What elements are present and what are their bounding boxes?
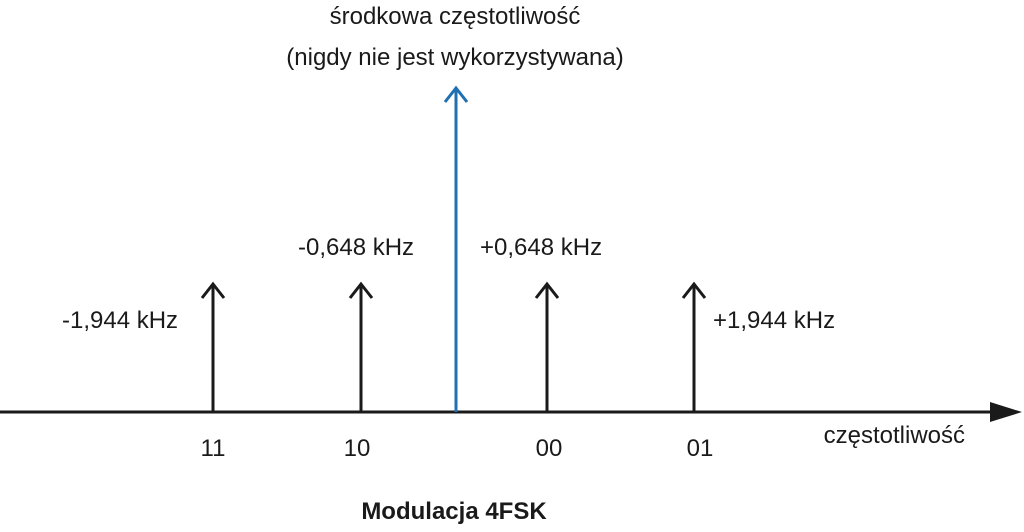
tone-00-symbol-label: 00 xyxy=(536,435,563,462)
tone-10-offset-label: -0,648 kHz xyxy=(298,234,414,261)
center-frequency-label-line1: środkowa częstotliwość xyxy=(330,3,581,30)
center-frequency-arrowhead xyxy=(443,85,469,103)
tone-10-arrowhead xyxy=(348,281,374,299)
tone-01-offset-label: +1,944 kHz xyxy=(713,307,835,334)
frequency-axis-arrowhead xyxy=(990,402,1022,422)
tone-11-offset-label: -1,944 kHz xyxy=(62,307,178,334)
tone-10-symbol-label: 10 xyxy=(344,435,371,462)
frequency-axis-label: częstotliwość xyxy=(824,422,965,449)
tone-01-symbol-label: 01 xyxy=(687,435,714,462)
tone-01-arrowhead xyxy=(681,281,707,299)
center-frequency-label-line2: (nigdy nie jest wykorzystywana) xyxy=(286,44,623,71)
tone-11-arrowhead xyxy=(200,281,226,299)
diagram-caption: Modulacja 4FSK xyxy=(361,498,547,525)
tone-00-offset-label: +0,648 kHz xyxy=(480,234,602,261)
tone-11-symbol-label: 11 xyxy=(201,435,226,462)
tone-00-arrowhead xyxy=(534,281,560,299)
